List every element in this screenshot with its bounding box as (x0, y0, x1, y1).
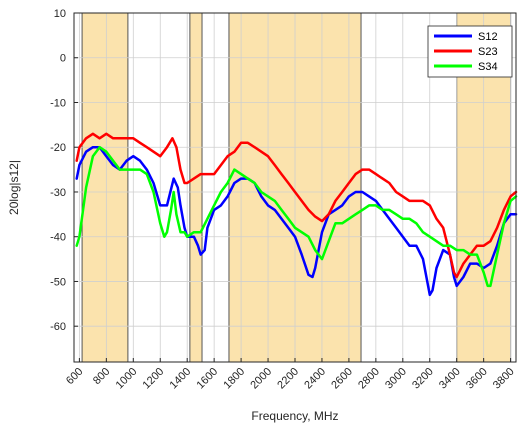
x-tick-label: 1200 (141, 366, 167, 392)
x-tick-label: 800 (91, 366, 112, 387)
y-tick-label: -50 (50, 276, 66, 288)
y-tick-label: -60 (50, 321, 66, 333)
y-tick-labels: 10 0 -10 -20 -30 -40 -50 -60 (50, 8, 66, 333)
shaded-band-1 (189, 13, 203, 362)
x-tick-label: 2800 (356, 366, 382, 392)
shaded-band-0 (82, 13, 128, 362)
series-line-s34 (75, 145, 518, 288)
y-axis-label: 20log|s12| (7, 160, 21, 215)
x-tick-label: 1000 (114, 366, 140, 392)
y-tick-label: -40 (50, 232, 66, 244)
y-tick-label: 0 (60, 53, 66, 65)
y-tick-label: -10 (50, 97, 66, 109)
x-tick-label: 600 (64, 366, 85, 387)
x-tick-label: 3800 (491, 366, 517, 392)
y-tick-label: 10 (54, 8, 66, 20)
x-tick-label: 1800 (221, 366, 247, 392)
x-axis-label: Frequency, MHz (251, 409, 338, 423)
series-line-s12 (75, 145, 518, 297)
x-tick-label: 3600 (464, 366, 490, 392)
x-tick-label: 1600 (194, 366, 220, 392)
x-tick-label: 1400 (168, 366, 194, 392)
legend: S12 S23 S34 (427, 25, 513, 78)
y-tick-label: -30 (50, 187, 66, 199)
legend-label-s23: S23 (478, 46, 498, 58)
series-line-s23 (75, 132, 518, 279)
x-tick-label: 2400 (302, 366, 328, 392)
x-tick-label: 3000 (383, 366, 409, 392)
x-tick-label: 3400 (437, 366, 463, 392)
x-tick-labels: 600 800 1000 1200 1400 1600 1800 2000 2200 2400 26… (64, 366, 517, 392)
x-tick-label: 2000 (248, 366, 274, 392)
legend-label-s34: S34 (478, 61, 498, 73)
x-tick-label: 2200 (275, 366, 301, 392)
series-lines (75, 132, 518, 297)
x-tick-label: 3200 (410, 366, 436, 392)
legend-label-s12: S12 (478, 31, 498, 43)
x-tick-label: 2600 (329, 366, 355, 392)
plot-frame (73, 12, 517, 363)
y-tick-label: -20 (50, 142, 66, 154)
